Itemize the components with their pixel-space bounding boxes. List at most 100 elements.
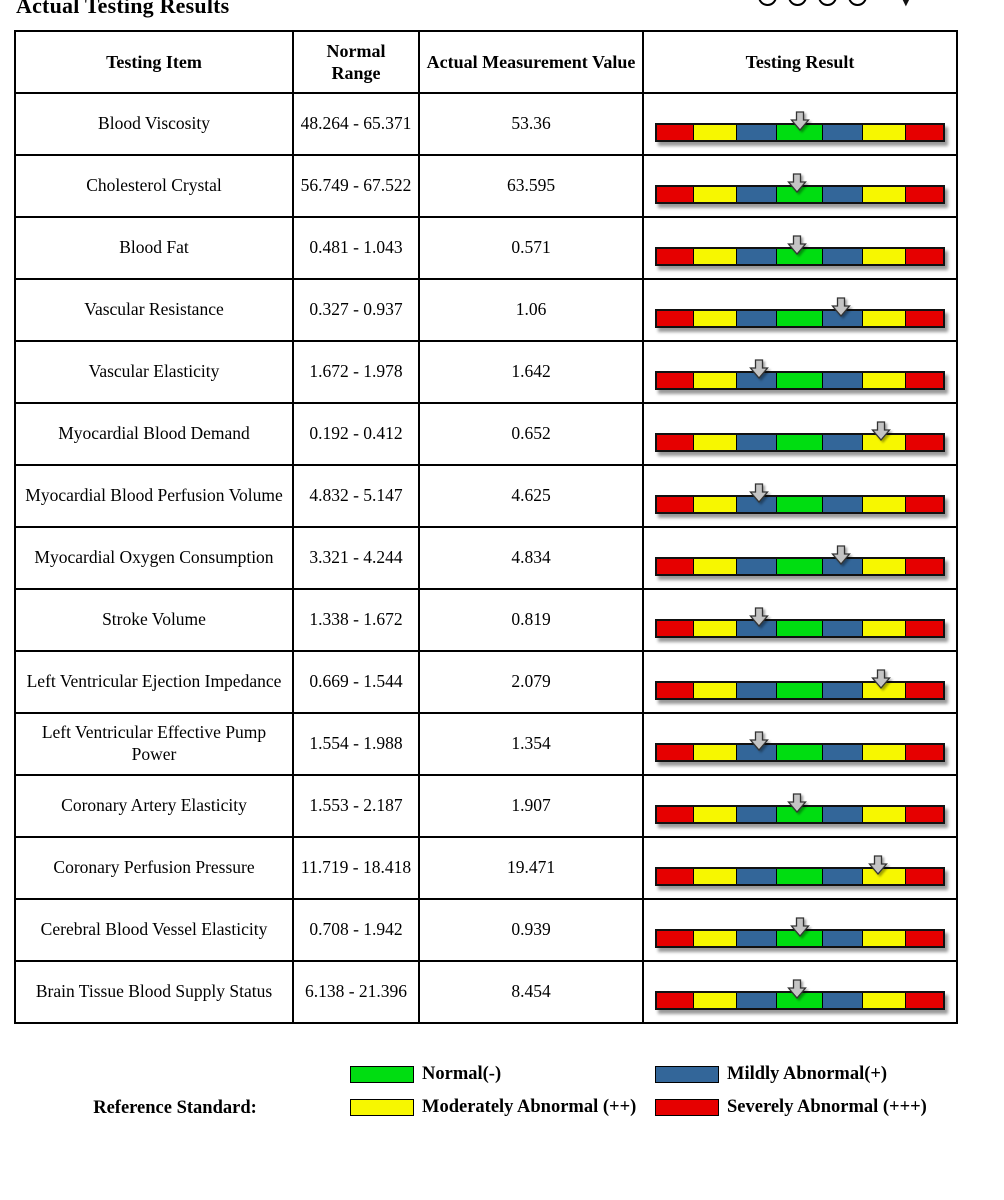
gauge-segment-moderate-right [862,993,906,1008]
result-gauge [655,786,945,826]
results-table-header: Testing Item Normal Range Actual Measure… [14,30,958,94]
table-row: Cerebral Blood Vessel Elasticity 0.708 -… [14,898,958,962]
result-gauge [655,228,945,268]
result-gauge [655,104,945,144]
normal-range-cell: 0.669 - 1.544 [292,650,420,714]
measurement-value-cell: 1.06 [418,278,644,342]
gauge-segment-mild-left [737,125,778,140]
circle-icon [848,0,867,6]
testing-item-cell: Vascular Resistance [14,278,294,342]
testing-result-cell [642,154,958,218]
gauge-segment-moderate-right [862,869,906,884]
measurement-value-cell: 19.471 [418,836,644,900]
testing-result-cell [642,960,958,1024]
legend-grid: Normal(-) Mildly Abnormal(+) Moderately … [350,1062,950,1119]
result-gauge-bar [655,681,945,700]
result-gauge-bar [655,433,945,452]
gauge-segment-severe-right [905,683,943,698]
gauge-segment-moderate-left [694,435,738,450]
gauge-segment-severe-left [657,373,695,388]
gauge-segment-mild-left [737,497,778,512]
measurement-value-cell: 0.819 [418,588,644,652]
gauge-segment-moderate-left [694,497,738,512]
gauge-segment-moderate-left [694,249,738,264]
normal-range-cell: 1.672 - 1.978 [292,340,420,404]
gauge-segment-severe-left [657,745,695,760]
results-table: Testing Item Normal Range Actual Measure… [14,30,958,1024]
circle-icon [818,0,837,6]
table-row: Vascular Elasticity 1.672 - 1.978 1.642 [14,340,958,404]
gauge-segment-mild-left [737,993,778,1008]
table-row: Coronary Artery Elasticity 1.553 - 2.187… [14,774,958,838]
gauge-segment-normal-center [777,621,823,636]
testing-item-cell: Brain Tissue Blood Supply Status [14,960,294,1024]
gauge-segment-mild-right [822,683,863,698]
gauge-segment-severe-left [657,931,695,946]
result-arrow-icon [830,297,851,317]
legend-label: Moderately Abnormal (++) [422,1096,637,1117]
result-gauge [655,352,945,392]
gauge-segment-severe-left [657,125,695,140]
normal-range-cell: 6.138 - 21.396 [292,960,420,1024]
circle-icon [788,0,807,6]
gauge-segment-mild-left [737,435,778,450]
gauge-segment-mild-left [737,559,778,574]
testing-item-cell: Coronary Artery Elasticity [14,774,294,838]
testing-result-cell [642,588,958,652]
legend-label: Mildly Abnormal(+) [727,1064,888,1084]
testing-result-cell [642,92,958,156]
gauge-segment-severe-right [905,869,943,884]
result-arrow-icon [749,359,770,379]
normal-range-cell: 48.264 - 65.371 [292,92,420,156]
gauge-segment-mild-left [737,249,778,264]
gauge-segment-mild-left [737,869,778,884]
result-arrow-icon [787,793,807,813]
result-gauge-bar [655,247,945,266]
gauge-segment-moderate-left [694,187,738,202]
legend-swatch [655,1098,719,1116]
gauge-segment-normal-center [777,745,823,760]
testing-item-cell: Left Ventricular Ejection Impedance [14,650,294,714]
testing-result-cell [642,402,958,466]
result-arrow-icon [871,421,892,441]
result-arrow-icon [830,545,851,565]
gauge-segment-severe-right [905,621,943,636]
col-header-testing-item: Testing Item [14,30,294,94]
table-row: Myocardial Blood Demand 0.192 - 0.412 0.… [14,402,958,466]
testing-result-cell [642,650,958,714]
measurement-value-cell: 1.642 [418,340,644,404]
gauge-segment-moderate-right [862,931,906,946]
gauge-segment-normal-center [777,683,823,698]
gauge-segment-severe-right [905,559,943,574]
dropdown-arrow-icon[interactable]: ▼ [894,0,918,11]
result-arrow-icon [790,917,810,937]
gauge-segment-severe-right [905,435,943,450]
reference-standard-label: Reference Standard: [93,1098,257,1118]
gauge-segment-normal-center [777,931,823,946]
gauge-segment-moderate-right [862,249,906,264]
measurement-value-cell: 63.595 [418,154,644,218]
gauge-segment-moderate-right [862,373,906,388]
table-row: Brain Tissue Blood Supply Status 6.138 -… [14,960,958,1024]
gauge-segment-moderate-left [694,683,738,698]
gauge-segment-severe-left [657,807,695,822]
legend-item: Normal(-) [350,1062,655,1086]
table-row: Coronary Perfusion Pressure 11.719 - 18.… [14,836,958,900]
gauge-segment-normal-center [777,869,823,884]
table-row: Cholesterol Crystal 56.749 - 67.522 63.5… [14,154,958,218]
result-gauge-bar [655,867,945,886]
result-gauge-bar [655,805,945,824]
result-gauge [655,662,945,702]
normal-range-cell: 1.554 - 1.988 [292,712,420,776]
normal-range-cell: 0.192 - 0.412 [292,402,420,466]
legend-item: Moderately Abnormal (++) [350,1095,655,1119]
gauge-segment-moderate-right [862,621,906,636]
table-row: Blood Fat 0.481 - 1.043 0.571 [14,216,958,280]
gauge-segment-moderate-left [694,621,738,636]
gauge-segment-mild-right [822,745,863,760]
legend-label: Severely Abnormal (+++) [727,1096,927,1117]
gauge-segment-mild-right [822,311,863,326]
legend-swatch [655,1066,719,1083]
testing-result-cell [642,340,958,404]
normal-range-cell: 0.327 - 0.937 [292,278,420,342]
